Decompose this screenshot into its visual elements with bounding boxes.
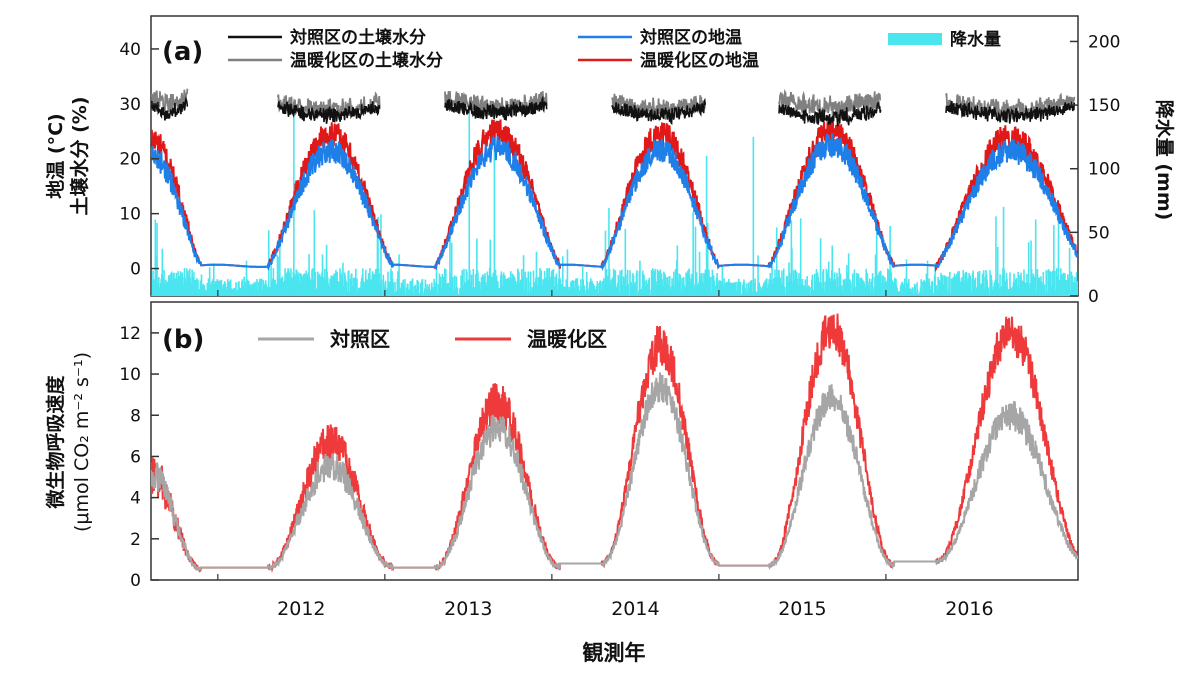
panel-b-ylabel-unit: (μmol CO₂ m⁻² s⁻¹) [71,352,93,532]
a-left-tick-label-3: 30 [119,95,141,115]
soil-temp-warming-line [151,117,1078,269]
a-left-tick-label-1: 10 [119,205,141,225]
legend-sm-control-label: 対照区の土壌水分 [289,27,426,48]
legend-resp-control-label: 対照区 [329,327,390,351]
precip-bars [151,99,1079,296]
precip-bar-1233 [872,273,874,296]
legend-resp-warming-label: 温暖化区 [527,327,607,351]
a-right-tick-label-1: 50 [1088,223,1110,243]
a-right-tick-label-4: 200 [1088,32,1120,52]
x-tick-label-1: 2013 [444,598,492,620]
legend-a: 対照区の土壌水分 温暖化区の土壌水分 対照区の地温 温暖化区の地温 降水量 [228,27,1001,71]
panel-a-right-ylabel: 降水量 (mm) [1153,100,1176,221]
panel-b: 0 2 4 6 8 10 12 2012 2013 2014 2015 2016 (b) 対照区 温… [44,302,1078,620]
b-left-tick-label-6: 12 [119,324,141,344]
x-tick-label-0: 2012 [277,598,325,620]
precip-bar-926 [692,212,694,296]
panel-a-left-ylabel-moisture: 土壌水分 (%) [68,96,91,215]
precip-bar-1512 [1035,219,1037,296]
precip-bar-1365 [949,272,951,296]
a-left-tick-label-2: 20 [119,150,141,170]
legend-precip-swatch [888,33,942,45]
x-tick-label-3: 2015 [778,598,826,620]
panel-a: 0 10 20 30 40 0 50 100 150 200 (a) 対照区の土壌水分 温暖化区… [44,16,1176,307]
x-tick-label-4: 2016 [945,598,993,620]
x-axis-label: 観測年 [583,641,646,665]
precip-bar-1570 [1069,248,1071,296]
precip-bar-830 [636,270,638,296]
b-left-tick-label-2: 4 [130,489,141,509]
precip-bar-463 [422,279,424,296]
panel-b-x-ticks: 2012 2013 2014 2015 2016 [218,574,994,620]
legend-precip-label: 降水量 [950,29,1001,50]
panel-a-lines [151,89,1078,269]
panel-b-ylabel-name: 微生物呼吸速度 [44,375,67,510]
b-left-tick-label-1: 2 [130,530,141,550]
a-right-tick-label-3: 150 [1088,96,1120,116]
x-tick-label-2: 2014 [611,598,659,620]
precip-bar-711 [567,249,569,296]
precip-bar-1126 [809,287,811,296]
a-left-tick-label-4: 40 [119,40,141,60]
precip-bar-543 [468,105,470,296]
a-right-tick-label-2: 100 [1088,160,1120,180]
b-left-tick-label-5: 10 [119,365,141,385]
precip-bar-1029 [753,137,755,296]
panel-a-left-ylabel-temp: 地温 (°C) [44,113,67,198]
panel-b-lines [151,314,1078,571]
a-right-tick-label-0: 0 [1088,287,1099,307]
precip-bar-1007 [740,282,742,296]
b-left-tick-label-3: 6 [130,447,141,467]
panel-b-left-ticks: 0 2 4 6 8 10 12 [119,324,159,591]
panel-b-label: (b) [162,325,204,355]
b-left-tick-label-4: 8 [130,406,141,426]
panel-a-label: (a) [162,37,203,67]
a-left-tick-label-0: 0 [130,260,141,280]
precip-bar-1335 [931,281,933,296]
resp-warming-line [151,314,1078,571]
b-left-tick-label-0: 0 [130,571,141,591]
precip-bar-433 [404,279,406,296]
legend-st-warming-label: 温暖化区の地温 [640,50,759,71]
precip-bar-815 [627,284,629,296]
legend-b: 対照区 温暖化区 [258,327,607,351]
legend-st-control-label: 対照区の地温 [639,27,742,48]
legend-sm-warming-label: 温暖化区の土壌水分 [290,50,443,71]
